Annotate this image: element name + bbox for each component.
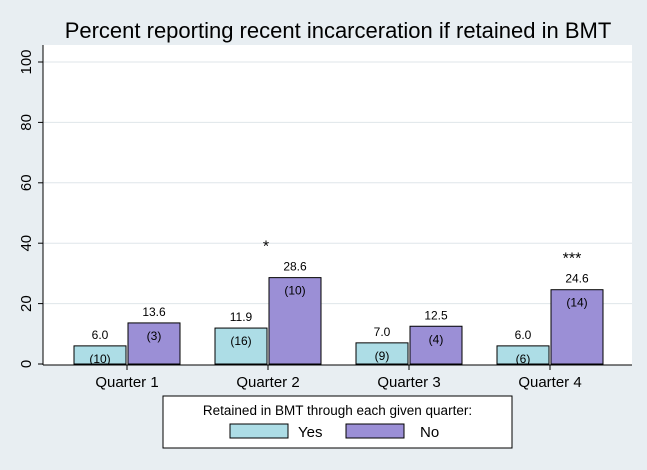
bar-yes [355, 342, 409, 365]
count-label: (10) [284, 284, 305, 298]
legend-swatch-yes [229, 423, 289, 439]
y-tick-label: 40 [18, 235, 35, 252]
chart-title: Percent reporting recent incarceration i… [65, 18, 612, 43]
count-label: (14) [566, 296, 587, 310]
legend-label-no: No [420, 424, 439, 441]
count-label: (16) [230, 334, 251, 348]
count-label: (9) [375, 349, 390, 363]
y-tick-label: 60 [18, 174, 35, 191]
data-label: 11.9 [230, 310, 253, 324]
data-label: 6.0 [515, 328, 532, 342]
bar-yes [496, 345, 550, 365]
data-label: 13.6 [142, 305, 166, 319]
legend-swatch-no [345, 423, 405, 439]
count-label: (6) [516, 352, 531, 366]
y-tick-label: 0 [18, 360, 35, 368]
bar-no [268, 277, 322, 365]
x-tick-label: Quarter 3 [377, 374, 440, 391]
bar-no [127, 322, 181, 365]
bar-yes [73, 345, 127, 365]
significance-marker: * [263, 239, 269, 256]
bar-yes [214, 327, 268, 365]
data-label: 24.6 [565, 272, 589, 286]
x-tick-label: Quarter 4 [518, 374, 581, 391]
x-tick-label: Quarter 1 [95, 374, 158, 391]
y-tick-label: 100 [18, 49, 35, 74]
bar-no [409, 325, 463, 365]
significance-marker: *** [563, 251, 582, 268]
data-label: 12.5 [424, 308, 448, 322]
data-label: 7.0 [374, 325, 391, 339]
count-label: (3) [147, 329, 162, 343]
data-label: 6.0 [92, 328, 109, 342]
legend-label-yes: Yes [298, 424, 322, 441]
count-label: (4) [429, 332, 444, 346]
y-tick-label: 20 [18, 295, 35, 312]
legend-title: Retained in BMT through each given quart… [203, 403, 472, 418]
bar-no [550, 289, 604, 365]
plot-area [43, 45, 632, 365]
x-tick-label: Quarter 2 [236, 374, 299, 391]
legend-box [162, 395, 513, 449]
y-tick-label: 80 [18, 114, 35, 131]
data-label: 28.6 [283, 260, 307, 274]
count-label: (10) [89, 352, 110, 366]
